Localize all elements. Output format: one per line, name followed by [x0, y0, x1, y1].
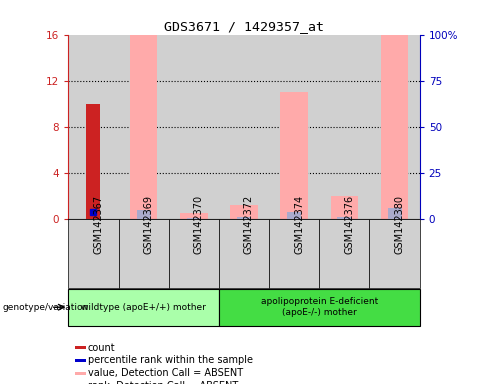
Text: GSM142376: GSM142376 [345, 195, 354, 254]
Bar [381, 35, 408, 219]
Bar [75, 372, 86, 375]
FancyBboxPatch shape [68, 219, 119, 288]
Bar [68, 35, 119, 219]
FancyBboxPatch shape [119, 219, 169, 288]
FancyBboxPatch shape [68, 289, 219, 326]
FancyBboxPatch shape [319, 219, 369, 288]
FancyBboxPatch shape [219, 289, 420, 326]
FancyBboxPatch shape [169, 219, 219, 288]
Text: GSM142367: GSM142367 [93, 195, 103, 254]
Text: percentile rank within the sample: percentile rank within the sample [88, 356, 253, 366]
Bar [330, 196, 358, 219]
Bar [387, 208, 402, 219]
FancyBboxPatch shape [219, 219, 269, 288]
Text: apolipoprotein E-deficient
(apoE-/-) mother: apolipoprotein E-deficient (apoE-/-) mot… [261, 298, 378, 317]
Bar [287, 212, 301, 219]
Text: count: count [88, 343, 116, 353]
Bar [369, 35, 420, 219]
Text: GSM142370: GSM142370 [194, 195, 204, 254]
Bar [137, 210, 151, 219]
Bar [180, 213, 207, 219]
Bar [269, 35, 319, 219]
Text: genotype/variation: genotype/variation [2, 303, 89, 312]
Bar [237, 217, 251, 219]
Text: GSM142374: GSM142374 [294, 195, 304, 254]
Text: value, Detection Call = ABSENT: value, Detection Call = ABSENT [88, 368, 243, 378]
Bar [281, 92, 308, 219]
Text: GSM142369: GSM142369 [143, 195, 154, 254]
Text: wildtype (apoE+/+) mother: wildtype (apoE+/+) mother [81, 303, 206, 312]
Title: GDS3671 / 1429357_at: GDS3671 / 1429357_at [164, 20, 324, 33]
Bar [187, 218, 201, 219]
Text: GSM142380: GSM142380 [395, 195, 405, 254]
Bar [130, 35, 158, 219]
Text: rank, Detection Call = ABSENT: rank, Detection Call = ABSENT [88, 381, 238, 384]
Bar [230, 205, 258, 219]
Bar [319, 35, 369, 219]
Bar [119, 35, 169, 219]
FancyBboxPatch shape [269, 219, 319, 288]
FancyBboxPatch shape [369, 219, 420, 288]
Bar [86, 104, 101, 219]
Bar [75, 359, 86, 362]
Text: GSM142372: GSM142372 [244, 195, 254, 254]
Bar [169, 35, 219, 219]
Bar [75, 346, 86, 349]
Bar [337, 217, 351, 219]
Bar [219, 35, 269, 219]
